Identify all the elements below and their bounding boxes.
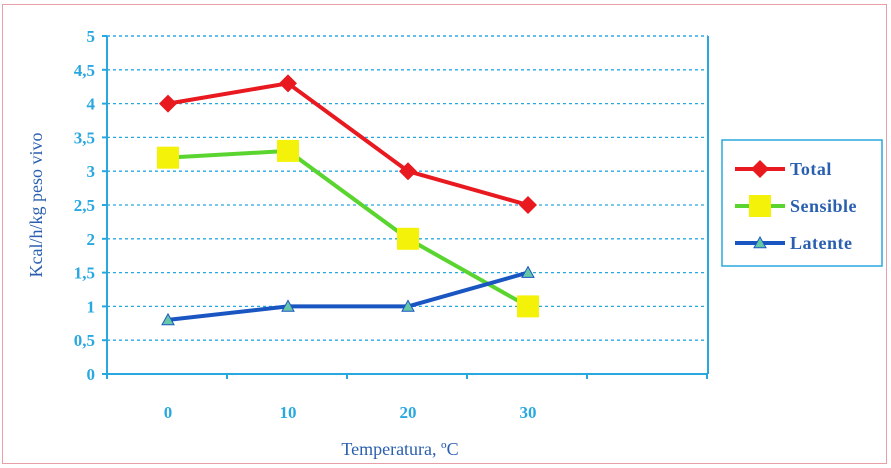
legend-marker-latente bbox=[753, 235, 767, 249]
y-tick-label: 1,5 bbox=[74, 264, 95, 283]
y-tick-label: 1 bbox=[87, 297, 96, 316]
legend-marker-sensible bbox=[749, 195, 771, 217]
data-point-latente bbox=[521, 265, 535, 278]
y-tick-label: 0 bbox=[87, 365, 96, 384]
x-axis-title: Temperatura, ºC bbox=[341, 439, 458, 459]
series-group bbox=[157, 74, 539, 326]
grid-lines bbox=[107, 35, 708, 341]
x-tick-label: 10 bbox=[280, 403, 297, 422]
x-tick-labels: 0 10 20 30 bbox=[106, 374, 708, 422]
legend-item-latente: Latente bbox=[735, 233, 852, 253]
data-point-latente bbox=[161, 312, 175, 326]
data-point-total bbox=[519, 196, 537, 214]
y-tick-label: 0,5 bbox=[74, 331, 95, 350]
series-total bbox=[159, 74, 537, 214]
y-tick-label: 5 bbox=[87, 27, 96, 46]
legend-item-total: Total bbox=[735, 159, 832, 179]
x-tick-label: 20 bbox=[400, 403, 417, 422]
x-tick-label: 0 bbox=[164, 403, 173, 422]
x-tick-label: 30 bbox=[520, 403, 537, 422]
y-tick-labels: 0 0,5 1 1,5 2 2,5 3 3,5 4 4,5 5 bbox=[74, 27, 107, 384]
data-point-sensible bbox=[277, 139, 299, 162]
y-tick-label: 3,5 bbox=[74, 128, 95, 147]
series-line-latente bbox=[167, 270, 529, 322]
data-point-total bbox=[159, 94, 177, 113]
data-point-sensible bbox=[157, 146, 179, 169]
data-point-latente bbox=[281, 299, 295, 312]
y-tick-label: 2,5 bbox=[74, 196, 95, 215]
data-point-sensible bbox=[517, 295, 539, 318]
series-latente bbox=[161, 265, 535, 326]
chart-border bbox=[2, 4, 887, 464]
y-axis-title: Kcal/h/kg peso vivo bbox=[26, 133, 46, 278]
series-sensible bbox=[157, 139, 539, 318]
y-tick-label: 3 bbox=[87, 162, 96, 181]
data-point-sensible bbox=[397, 227, 419, 250]
legend-marker-total bbox=[751, 160, 769, 178]
legend-item-sensible: Sensible bbox=[735, 195, 857, 217]
legend-label-total: Total bbox=[790, 159, 832, 179]
data-point-total bbox=[399, 162, 417, 181]
legend-label-sensible: Sensible bbox=[790, 196, 857, 216]
data-point-latente bbox=[401, 299, 415, 312]
series-line-total bbox=[167, 81, 529, 207]
legend: Total Sensible Latente bbox=[721, 139, 883, 267]
y-tick-label: 2 bbox=[87, 230, 96, 249]
data-point-total bbox=[279, 74, 297, 93]
y-tick-label: 4 bbox=[87, 95, 96, 114]
y-tick-label: 4,5 bbox=[74, 61, 95, 80]
legend-label-latente: Latente bbox=[790, 233, 852, 253]
series-line-sensible bbox=[167, 148, 529, 309]
